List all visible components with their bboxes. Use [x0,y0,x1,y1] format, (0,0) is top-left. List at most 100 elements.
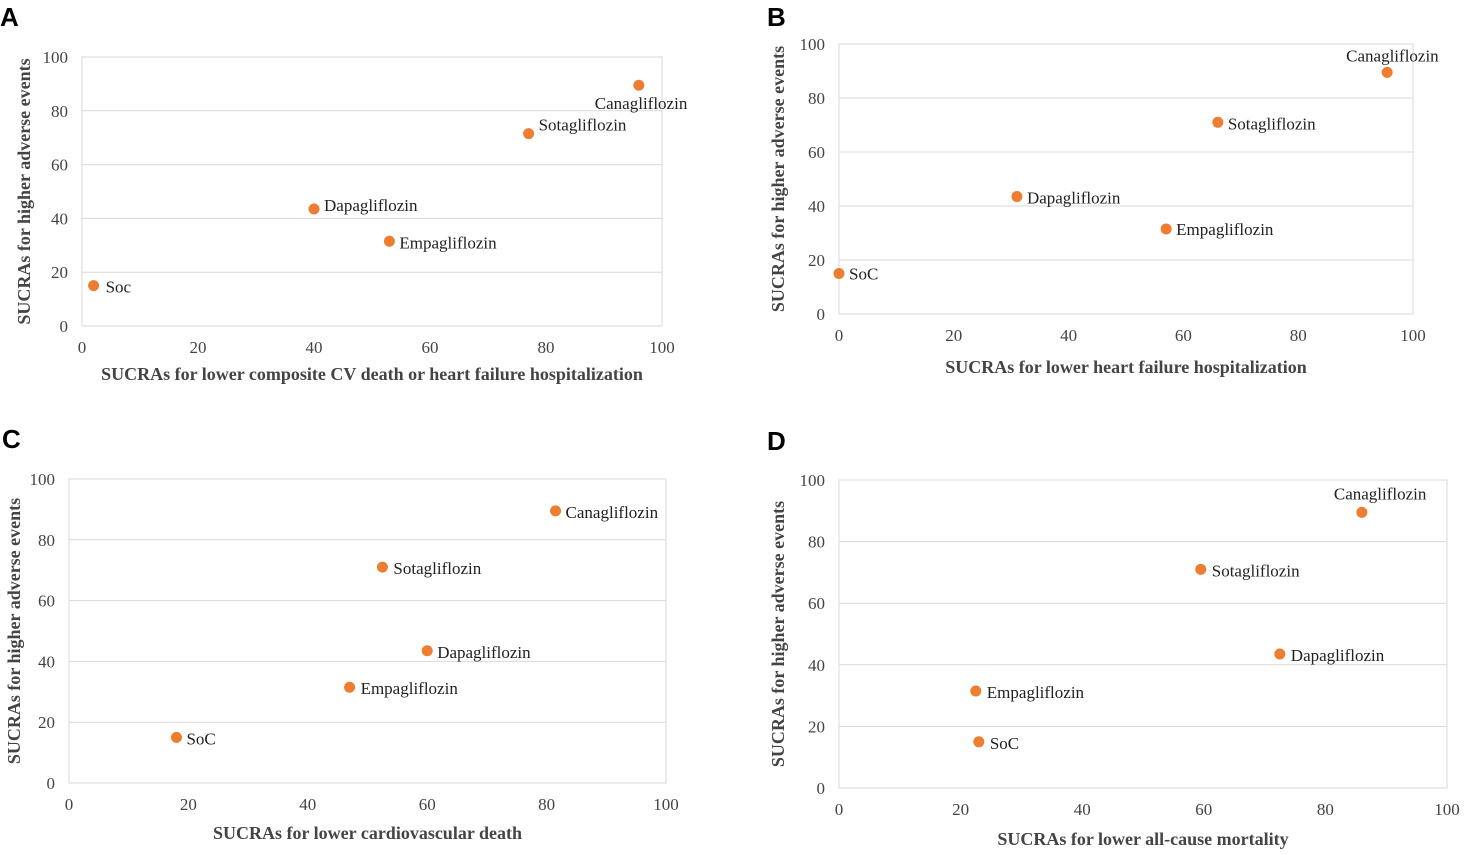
panel-d-y-tick-label: 80 [808,533,825,552]
panel-a-x-tick-label: 100 [649,338,675,357]
panel-d-point-dapagliflozin [1274,648,1286,660]
panel-d-point-empagliflozin [970,685,982,697]
panel-a-y-tick-label: 40 [51,209,68,228]
panel-b-point-label-dapagliflozin: Dapagliflozin [1027,189,1121,208]
panel-a-x-tick-label: 40 [306,338,323,357]
panel-c-y-tick-label: 40 [38,652,55,671]
panel-d-point-label-dapagliflozin: Dapagliflozin [1291,646,1385,665]
panel-d-point-label-empagliflozin: Empagliflozin [987,683,1085,702]
panel-b-point-dapagliflozin [1011,191,1023,203]
panel-c-point-empagliflozin [344,681,356,693]
panel-d-point-canagliflozin [1356,506,1368,518]
panel-a-letter: A [0,2,19,32]
panel-b-x-tick-label: 80 [1290,326,1307,345]
panel-c-point-sotagliflozin [376,561,388,573]
panel-a-point-label-soc: Soc [106,278,132,297]
panel-b-y-axis-title: SUCRAs for higher adverse events [768,46,788,312]
panel-d-y-tick-label: 100 [800,471,826,490]
panel-c-y-tick-label: 60 [38,592,55,611]
panel-a-plot-frame [81,56,663,327]
panel-a-y-tick-label: 0 [60,317,69,336]
panel-c-x-axis-title: SUCRAs for lower cardiovascular death [213,823,522,843]
panel-a-y-tick-label: 20 [51,263,68,282]
panel-d-y-tick-label: 20 [808,717,825,736]
panel-a-point-empagliflozin [383,235,395,247]
panel-b-x-tick-label: 0 [835,326,844,345]
panel-c-point-label-dapagliflozin: Dapagliflozin [437,643,531,662]
panel-d-point-label-sotagliflozin: Sotagliflozin [1212,561,1300,580]
panel-a-x-tick-label: 60 [422,338,439,357]
panel-a-y-tick-label: 80 [51,102,68,121]
panel-b-point-canagliflozin [1381,66,1393,78]
panel-c-point-canagliflozin [550,505,562,517]
panel-b-point-label-soc: SoC [849,265,878,284]
panel-c-x-tick-label: 100 [653,795,679,814]
panel-a-point-sotagliflozin [523,128,535,140]
panel-a-point-label-dapagliflozin: Dapagliflozin [324,196,418,215]
panel-d-point-soc [973,736,985,748]
panel-b-y-tick-label: 80 [808,89,825,108]
panel-c-x-tick-label: 0 [65,795,74,814]
panel-a-x-tick-label: 0 [78,338,87,357]
panel-c-y-tick-label: 0 [47,774,56,793]
panel-a-point-label-empagliflozin: Empagliflozin [399,233,497,252]
panel-d-x-tick-label: 80 [1317,800,1334,819]
panel-b-x-tick-label: 100 [1400,326,1426,345]
panel-b-point-label-empagliflozin: Empagliflozin [1176,220,1274,239]
panel-c-point-soc [170,731,182,743]
panel-c-plot-frame [68,478,667,784]
panel-b-y-tick-label: 20 [808,251,825,270]
panel-a-y-tick-label: 100 [43,48,69,67]
panel-a-point-label-sotagliflozin: Sotagliflozin [539,116,627,135]
panel-d-y-tick-label: 40 [808,656,825,675]
panel-c-x-tick-label: 20 [180,795,197,814]
panel-b-x-tick-label: 20 [945,326,962,345]
panel-c-y-tick-label: 80 [38,531,55,550]
panel-a-x-tick-label: 80 [538,338,555,357]
panel-c-point-label-canagliflozin: Canagliflozin [566,503,659,522]
panel-d-point-sotagliflozin [1195,563,1207,575]
panel-b-plot-frame [838,43,1414,315]
panel-d-x-tick-label: 0 [835,800,844,819]
panel-b-point-sotagliflozin [1212,116,1224,128]
panel-b-y-tick-label: 40 [808,197,825,216]
panel-a-point-label-canagliflozin: Canagliflozin [595,94,688,113]
panel-d-point-label-canagliflozin: Canagliflozin [1334,484,1427,503]
panel-c-letter: C [2,424,21,454]
panel-b-x-tick-label: 60 [1175,326,1192,345]
panel-c-y-axis-title: SUCRAs for higher adverse events [4,498,24,764]
panel-d-x-axis-title: SUCRAs for lower all-cause mortality [997,829,1288,849]
panel-b-point-soc [833,268,845,279]
panel-a-x-axis-title: SUCRAs for lower composite CV death or h… [101,364,643,384]
panel-a-x-tick-label: 20 [190,338,207,357]
panel-c-point-label-soc: SoC [186,729,215,748]
panel-d-point-label-soc: SoC [990,734,1019,753]
panel-c-x-tick-label: 60 [419,795,436,814]
panel-c-point-label-sotagliflozin: Sotagliflozin [393,559,481,578]
panel-c-point-dapagliflozin [421,645,433,657]
panel-a-point-dapagliflozin [308,203,320,215]
panel-c-point-label-empagliflozin: Empagliflozin [361,679,459,698]
panel-d-x-tick-label: 60 [1195,800,1212,819]
panel-b-point-label-canagliflozin: Canagliflozin [1346,46,1439,65]
panel-b-x-tick-label: 40 [1060,326,1077,345]
panel-a-point-canagliflozin [633,79,645,91]
panel-b-point-empagliflozin [1160,223,1172,235]
panel-b-point-label-sotagliflozin: Sotagliflozin [1228,114,1316,133]
panel-a-point-soc [88,280,100,292]
panel-d-x-tick-label: 20 [952,800,969,819]
panel-d-y-tick-label: 0 [817,779,826,798]
panel-c-y-tick-label: 100 [30,470,56,489]
panel-b-y-tick-label: 100 [800,35,826,54]
panel-a-y-axis-title: SUCRAs for higher adverse events [14,58,34,324]
panel-a-y-tick-label: 60 [51,156,68,175]
panel-b-y-tick-label: 60 [808,143,825,162]
panel-d-y-tick-label: 60 [808,594,825,613]
panel-d-plot-frame [838,479,1448,789]
panel-d-x-tick-label: 40 [1074,800,1091,819]
panel-d-y-axis-title: SUCRAs for higher adverse events [768,501,788,767]
panel-c-y-tick-label: 20 [38,713,55,732]
panel-c-x-tick-label: 80 [538,795,555,814]
panel-c-x-tick-label: 40 [299,795,316,814]
